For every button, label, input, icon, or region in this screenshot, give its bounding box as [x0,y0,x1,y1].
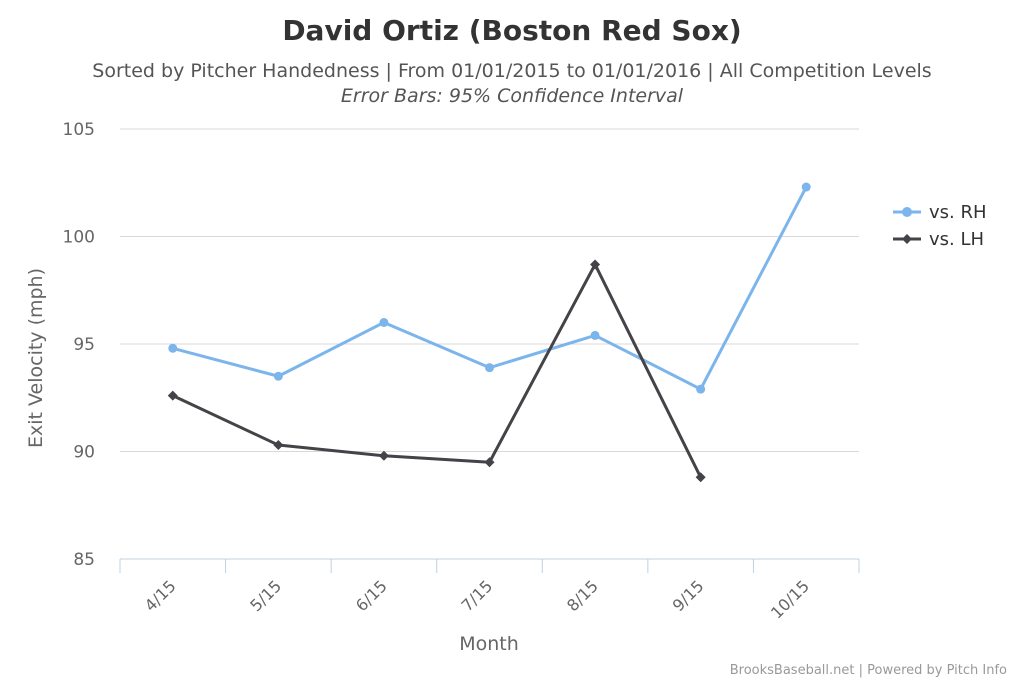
data-point [273,440,284,451]
data-point [590,259,601,270]
x-tick-label: 6/15 [352,576,391,615]
series-layer [167,182,811,483]
data-point [590,330,600,340]
x-tick-label: 9/15 [669,576,708,615]
legend-marker [902,234,912,244]
x-axis-title: Month [459,633,519,655]
legend-marker [902,207,912,217]
x-tick-label: 4/15 [141,576,180,615]
legend-label: vs. LH [929,229,984,250]
gridlines [120,128,859,452]
data-point [168,343,178,353]
y-tick-label: 105 [63,120,95,140]
data-point [379,318,389,327]
chart-subtitle: Sorted by Pitcher Handedness | From 01/0… [92,60,931,82]
data-point [484,457,495,468]
x-axis: 4/15 5/15 6/15 7/15 8/15 9/15 10/15 [119,558,860,622]
x-tick-label: 5/15 [246,576,285,615]
y-tick-label: 90 [73,443,95,463]
data-point [378,450,389,461]
legend: vs. RH vs. LH [893,202,987,250]
data-point [485,363,494,373]
data-point [695,472,706,483]
data-point [167,390,178,401]
data-point [273,371,283,381]
y-axis-title: Exit Velocity (mph) [25,268,47,448]
data-point [801,182,811,192]
data-point [696,384,706,394]
series-line [171,262,703,479]
y-tick-label: 85 [73,550,95,570]
chart-subtitle-error-bars: Error Bars: 95% Confidence Interval [341,85,684,107]
legend-label: vs. RH [929,202,987,223]
credits-text[interactable]: BrooksBaseball.net | Powered by Pitch In… [730,663,1007,678]
legend-item[interactable]: vs. RH [893,202,987,223]
x-tick-label: 10/15 [767,576,813,622]
y-tick-label: 95 [73,335,95,355]
x-tick-label: 7/15 [457,576,496,615]
y-tick-label: 100 [63,228,95,248]
y-axis-ticks: 85 90 95 100 105 [63,120,95,570]
legend-item[interactable]: vs. LH [893,229,984,250]
series-line [171,185,808,391]
chart-title: David Ortiz (Boston Red Sox) [282,14,741,47]
x-tick-label: 8/15 [563,576,602,615]
